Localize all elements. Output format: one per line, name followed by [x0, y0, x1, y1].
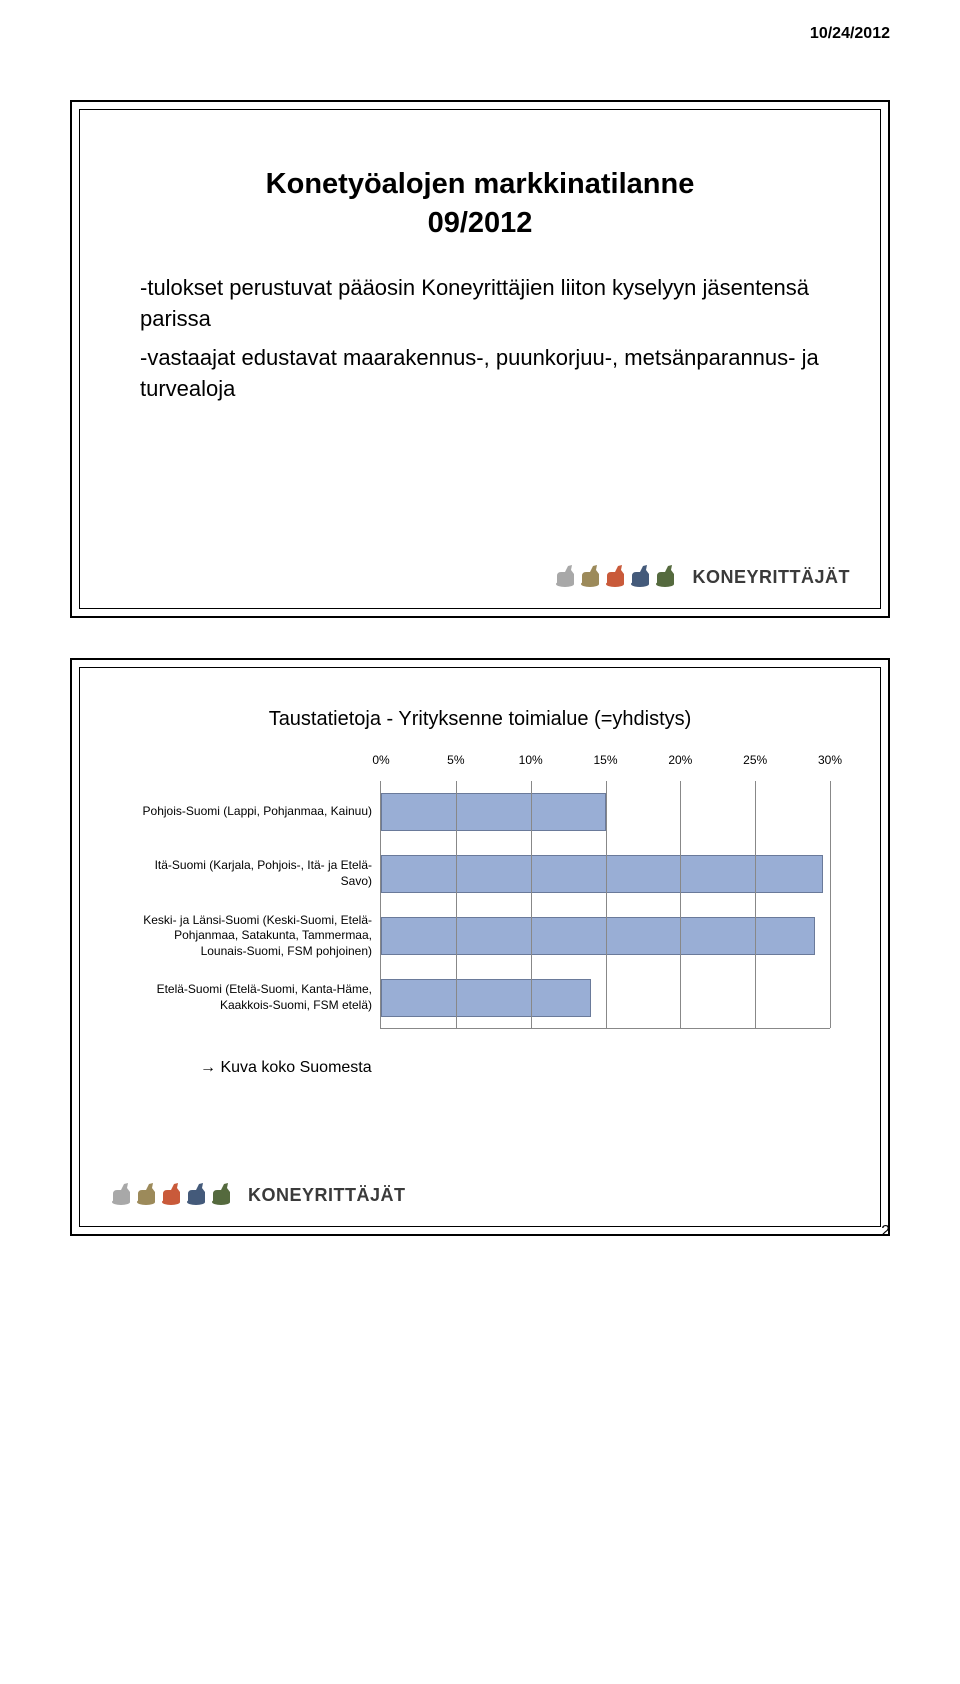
grid-line	[531, 781, 532, 1028]
slide-2-frame: Taustatietoja - Yrityksenne toimialue (=…	[70, 658, 890, 1236]
logo-icon	[110, 1180, 234, 1211]
grid-line	[456, 781, 457, 1028]
date-header: 10/24/2012	[810, 25, 890, 43]
logo-left: KONEYRITTÄJÄT	[110, 1180, 406, 1211]
axis-tick: 20%	[668, 753, 692, 767]
logo-right: KONEYRITTÄJÄT	[554, 562, 850, 593]
slide-2-inner: Taustatietoja - Yrityksenne toimialue (=…	[79, 667, 881, 1227]
bar	[381, 793, 606, 831]
axis-tick: 25%	[743, 753, 767, 767]
slide-1-frame: Konetyöalojen markkinatilanne 09/2012 -t…	[70, 100, 890, 618]
bullet-1: -tulokset perustuvat pääosin Koneyrittäj…	[140, 273, 830, 335]
bar-chart: Pohjois-Suomi (Lappi, Pohjanmaa, Kainuu)…	[130, 781, 830, 1029]
logo-icon	[554, 562, 678, 593]
category-label: Etelä-Suomi (Etelä-Suomi, Kanta-Häme, Ka…	[130, 967, 380, 1029]
logo-shape	[604, 562, 628, 593]
grid-line	[830, 781, 831, 1028]
logo-shape	[579, 562, 603, 593]
title-line-1: Konetyöalojen markkinatilanne	[266, 168, 695, 200]
slide-1-inner: Konetyöalojen markkinatilanne 09/2012 -t…	[79, 109, 881, 609]
grid-line	[606, 781, 607, 1028]
logo-shape	[110, 1180, 134, 1211]
category-label: Itä-Suomi (Karjala, Pohjois-, Itä- ja Et…	[130, 843, 380, 905]
slide-1-body: -tulokset perustuvat pääosin Koneyrittäj…	[140, 273, 830, 404]
logo-shape	[210, 1180, 234, 1211]
bar	[381, 979, 591, 1017]
grid-line	[755, 781, 756, 1028]
chart-plot-area: 0%5%10%15%20%25%30%	[380, 781, 830, 1029]
bar	[381, 917, 815, 955]
chart-x-axis: 0%5%10%15%20%25%30%	[381, 753, 830, 773]
slide-2-title: Taustatietoja - Yrityksenne toimialue (=…	[110, 708, 850, 731]
axis-tick: 0%	[372, 753, 389, 767]
chart-y-labels: Pohjois-Suomi (Lappi, Pohjanmaa, Kainuu)…	[130, 781, 380, 1029]
axis-tick: 10%	[519, 753, 543, 767]
axis-tick: 15%	[593, 753, 617, 767]
logo-shape	[554, 562, 578, 593]
logo-text: KONEYRITTÄJÄT	[248, 1185, 406, 1206]
logo-shape	[629, 562, 653, 593]
category-label: Keski- ja Länsi-Suomi (Keski-Suomi, Etel…	[130, 905, 380, 967]
title-line-2: 09/2012	[428, 207, 533, 239]
logo-shape	[185, 1180, 209, 1211]
bar	[381, 855, 823, 893]
bullet-2: -vastaajat edustavat maarakennus-, puunk…	[140, 343, 830, 405]
page: 10/24/2012 Konetyöalojen markkinatilanne…	[0, 0, 960, 1266]
logo-shape	[654, 562, 678, 593]
logo-text: KONEYRITTÄJÄT	[692, 567, 850, 588]
slide-2-footer: → Kuva koko Suomesta	[200, 1059, 850, 1077]
category-label: Pohjois-Suomi (Lappi, Pohjanmaa, Kainuu)	[130, 781, 380, 843]
logo-shape	[160, 1180, 184, 1211]
logo-shape	[135, 1180, 159, 1211]
slide-1-title: Konetyöalojen markkinatilanne 09/2012	[110, 165, 850, 243]
axis-tick: 30%	[818, 753, 842, 767]
axis-tick: 5%	[447, 753, 464, 767]
grid-line	[680, 781, 681, 1028]
page-number: 2	[881, 1223, 890, 1241]
